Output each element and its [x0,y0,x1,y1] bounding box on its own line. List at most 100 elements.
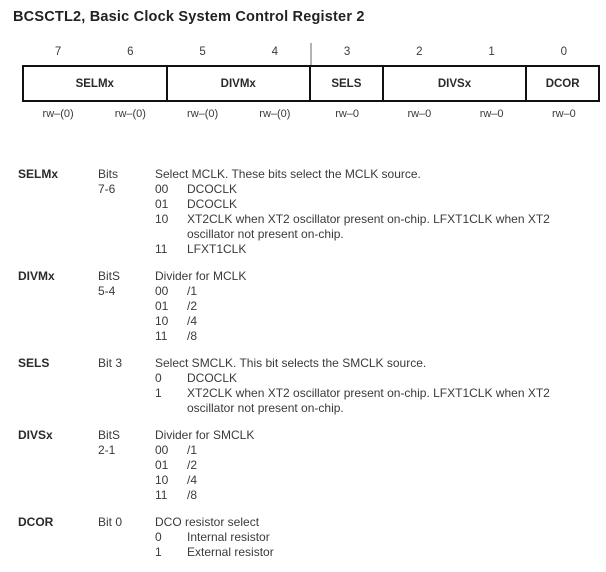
value-line: 01 DCOCLK [155,197,585,212]
value-line: 11 /8 [155,329,585,344]
bit-number-7: 7 [54,46,62,58]
bits-label: BitS [98,269,121,283]
access-bit-7: rw–(0) [42,108,74,120]
field-name: SELMx [18,167,59,181]
bits-label: Bits [98,167,119,181]
field-description: Divider for MCLK 00 /1 01 /2 10 /4 11 /8 [155,269,585,344]
value-code: 1 [155,386,162,400]
value-line: 00 /1 [155,443,585,458]
field-description: Select MCLK. These bits select the MCLK … [155,167,585,257]
field-description-list: SELMx Bits 7-6 Select MCLK. These bits s… [0,167,606,560]
bit-number-3: 3 [343,46,351,58]
bits-label: Bit 3 [98,356,123,370]
value-text: XT2CLK when XT2 oscillator present on-ch… [187,386,550,415]
value-code: 11 [155,488,168,502]
value-code: 1 [155,545,162,559]
value-code: 01 [155,197,169,211]
field-row-selmx: SELMx Bits 7-6 Select MCLK. These bits s… [15,167,606,257]
value-text: /4 [187,314,198,328]
value-code: 10 [155,314,169,328]
value-text: /8 [187,488,198,502]
bit-number-6: 6 [127,46,134,58]
value-text: /1 [187,284,198,298]
value-text: /2 [187,458,198,472]
field-bits: BitS 5-4 [98,269,155,344]
bit-number-1: 1 [488,46,495,58]
bits-range: 7-6 [98,182,116,196]
value-text: DCOCLK [187,197,238,211]
value-line: 1 External resistor [155,545,585,560]
value-code: 0 [155,530,162,544]
value-code: 00 [155,443,169,457]
access-bit-4: rw–(0) [259,108,291,120]
field-description: Select SMCLK. This bit selects the SMCLK… [155,356,585,416]
value-line: 0 DCOCLK [155,371,585,386]
bit-number-0: 0 [560,46,568,58]
field-name: DIVSx [18,428,53,442]
page-title: BCSCTL2, Basic Clock System Control Regi… [13,9,365,25]
field-bits: Bit 3 [98,356,155,416]
access-bit-1: rw–0 [479,108,504,120]
register-box: SELMx DIVMx SELS DIVSx DCOR [22,65,600,102]
access-bit-2: rw–0 [407,108,432,120]
bits-range: 2-1 [98,443,116,457]
value-text: /1 [187,443,198,457]
value-line: 01 /2 [155,458,585,473]
value-text: /4 [187,473,198,487]
value-code: 00 [155,284,169,298]
field-bits: Bits 7-6 [98,167,155,257]
field-name: DCOR [18,515,54,529]
register-cell-dcor: DCOR [545,77,580,90]
value-code: 10 [155,212,169,226]
register-cell-divmx: DIVMx [168,67,311,100]
value-line: 10 /4 [155,473,585,488]
field-row-divsx: DIVSx BitS 2-1 Divider for SMCLK 00 /1 0… [15,428,606,503]
value-line: 10 /4 [155,314,585,329]
value-code: 01 [155,299,169,313]
value-line: 10 XT2CLK when XT2 oscillator present on… [155,212,585,242]
field-summary: Divider for SMCLK [155,428,255,442]
field-name: SELS [18,356,50,370]
bit-number-row: 7 6 5 4 3 2 1 0 [22,46,600,60]
field-row-divmx: DIVMx BitS 5-4 Divider for MCLK 00 /1 01… [15,269,606,344]
access-bit-6: rw–(0) [114,108,146,120]
value-text: DCOCLK [187,182,238,196]
bit-number-4: 4 [271,46,279,58]
value-text: /2 [187,299,198,313]
access-bit-5: rw–(0) [187,108,219,120]
value-line: 01 /2 [155,299,585,314]
field-description: Divider for SMCLK 00 /1 01 /2 10 /4 11 /… [155,428,585,503]
value-text: XT2CLK when XT2 oscillator present on-ch… [187,212,550,241]
bits-label: Bit 0 [98,515,123,529]
value-code: 00 [155,182,169,196]
value-text: /8 [187,329,198,343]
field-name: DIVMx [18,269,55,283]
field-bits: BitS 2-1 [98,428,155,503]
access-bit-0: rw–0 [551,108,576,120]
value-code: 11 [155,329,168,343]
field-summary: Divider for MCLK [155,269,247,283]
value-line: 11 /8 [155,488,585,503]
value-text: Internal resistor [187,530,270,544]
value-text: External resistor [187,545,274,559]
register-diagram: 7 6 5 4 3 2 1 0 SELMx DIVMx SELS DIVSx D… [22,43,600,120]
bit-number-5: 5 [199,46,206,58]
field-row-dcor: DCOR Bit 0 DCO resistor select 0 Interna… [15,515,606,560]
field-summary: Select SMCLK. This bit selects the SMCLK… [155,356,427,370]
value-code: 11 [155,242,168,256]
access-bit-3: rw–0 [335,108,360,120]
field-bits: Bit 0 [98,515,155,560]
field-summary: Select MCLK. These bits select the MCLK … [155,167,421,181]
register-cell-sels: SELS [311,67,384,100]
value-code: 10 [155,473,169,487]
value-line: 00 /1 [155,284,585,299]
value-code: 01 [155,458,169,472]
field-summary: DCO resistor select [155,515,260,529]
value-line: 00 DCOCLK [155,182,585,197]
value-line: 0 Internal resistor [155,530,585,545]
bits-label: BitS [98,428,121,442]
value-line: 1 XT2CLK when XT2 oscillator present on-… [155,386,585,416]
value-text: LFXT1CLK [187,242,247,256]
field-row-sels: SELS Bit 3 Select SMCLK. This bit select… [15,356,606,416]
